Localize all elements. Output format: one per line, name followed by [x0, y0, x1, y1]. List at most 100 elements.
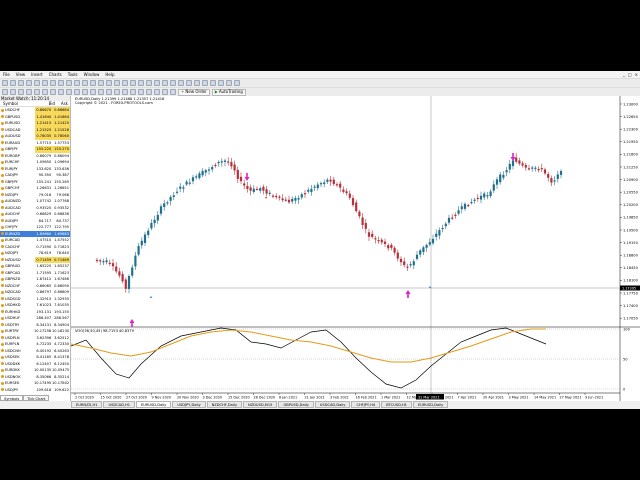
chart-area[interactable]: 1.23000 1.22650 1.22300 1.21950 1.21600 1.212… — [70, 96, 640, 401]
chart-tab[interactable]: NZDCHF,Daily — [206, 401, 243, 408]
market-watch-row[interactable]: GBPNZD 1.67412 1.67466 — [0, 276, 70, 283]
toolbar-icon[interactable] — [218, 80, 224, 86]
toolbar-icon[interactable] — [34, 80, 40, 86]
toolbar-icon[interactable] — [74, 80, 80, 86]
market-watch-row[interactable]: EURNZD 1.69660 1.69683 — [0, 230, 70, 237]
market-watch-row[interactable]: NZDUSD 0.71459 0.71469 — [0, 256, 70, 263]
toolbar-icon[interactable] — [90, 80, 96, 86]
market-watch-row[interactable]: USDCAD 1.21525 1.21528 — [0, 126, 70, 133]
toolbar-icon[interactable] — [66, 89, 72, 95]
chart-tab[interactable]: USDCAD,H1 — [103, 401, 135, 408]
toolbar-icon[interactable] — [98, 80, 104, 86]
market-watch-row[interactable]: NZDCHF 0.66065 0.66090 — [0, 283, 70, 290]
market-watch-row[interactable]: CADJPY 90.350 90.387 — [0, 172, 70, 179]
market-watch-row[interactable]: EURPLN 4.72235 4.72330 — [0, 341, 70, 348]
menu-view[interactable]: View — [15, 72, 26, 77]
toolbar-icon[interactable] — [26, 89, 32, 95]
market-watch-row[interactable]: GBPUSD 1.41640 1.41664 — [0, 113, 70, 120]
toolbar-icon[interactable] — [10, 80, 16, 86]
toolbar-icon[interactable] — [162, 89, 168, 95]
market-watch-row[interactable]: EURCHF 1.09650 1.09694 — [0, 159, 70, 166]
chart-tab[interactable]: EURUSD,Daily — [412, 401, 449, 408]
market-watch-row[interactable]: NZDJPY 78.619 78.640 — [0, 250, 70, 257]
market-watch-row[interactable]: GBPJPY 155.241 155.265 — [0, 179, 70, 186]
toolbar-icon[interactable] — [170, 80, 176, 86]
market-watch-row[interactable]: EURHKD 193.131 193.155 — [0, 309, 70, 316]
toolbar-icon[interactable] — [50, 89, 56, 95]
market-watch-row[interactable]: CADCHF 0.71590 0.71623 — [0, 244, 70, 251]
toolbar-icon[interactable] — [234, 80, 240, 86]
toolbar-icon[interactable] — [82, 89, 88, 95]
market-watch-row[interactable]: AUDNZD 1.07742 1.07768 — [0, 198, 70, 205]
market-watch-row[interactable]: USDHKD 7.61023 7.61035 — [0, 302, 70, 309]
market-watch-row[interactable]: GBPCHF 1.26631 1.26651 — [0, 185, 70, 192]
market-watch-row[interactable]: GBPCAD 1.71595 1.71623 — [0, 270, 70, 277]
toolbar-icon[interactable] — [90, 89, 96, 95]
chart-tab[interactable]: EURNZD,H1 — [71, 401, 103, 408]
toolbar-icon[interactable] — [74, 89, 80, 95]
market-watch-row[interactable]: AUDUSD 0.78035 0.78060 — [0, 133, 70, 140]
market-watch-row[interactable]: USDPLN 3.62396 3.62512 — [0, 335, 70, 342]
market-watch-row[interactable]: EURGBP 0.86079 0.86094 — [0, 153, 70, 160]
chart-tab[interactable]: CHFJPY,H4 — [351, 401, 381, 408]
toolbar-icon[interactable] — [114, 80, 120, 86]
market-watch-row[interactable]: USDCHF 0.86670 0.86684 — [0, 107, 70, 114]
toolbar-icon[interactable] — [2, 89, 8, 95]
toolbar-icon[interactable] — [186, 80, 192, 86]
toolbar-icon[interactable] — [178, 80, 184, 86]
market-watch-row[interactable]: USDSEK 8.41165 8.41378 — [0, 354, 70, 361]
price-chart[interactable]: 1.23000 1.22650 1.22300 1.21950 1.21600 1.212… — [70, 96, 640, 401]
market-watch-row[interactable]: EURJPY 133.620 133.636 — [0, 166, 70, 173]
toolbar-icon[interactable] — [98, 89, 104, 95]
toolbar-icon[interactable] — [122, 80, 128, 86]
toolbar-icon[interactable] — [2, 80, 8, 86]
toolbar-icon[interactable] — [106, 89, 112, 95]
toolbar-icon[interactable] — [162, 80, 168, 86]
toolbar-icon[interactable] — [226, 80, 232, 86]
market-watch-row[interactable]: EURDKK 10.00135 10.05475 — [0, 367, 70, 374]
toolbar-icon[interactable] — [146, 89, 152, 95]
toolbar-icon[interactable] — [122, 89, 128, 95]
market-watch-row[interactable]: USDDKK 6.12407 6.12450 — [0, 361, 70, 368]
market-watch-row[interactable]: USDHUF 288.407 288.567 — [0, 315, 70, 322]
toolbar-icon[interactable] — [154, 80, 160, 86]
chart-tab[interactable]: EURUSD,Daily — [136, 401, 172, 408]
menu-file[interactable]: File — [3, 72, 10, 77]
toolbar-icon[interactable] — [82, 80, 88, 86]
market-watch-row[interactable]: AUDCHF 0.66829 0.66836 — [0, 211, 70, 218]
toolbar-icon[interactable] — [170, 89, 176, 95]
market-watch-row[interactable]: GBPAUD 1.65220 1.65237 — [0, 263, 70, 270]
market-watch-row[interactable]: EURSEK 10.17490 10.17802 — [0, 380, 70, 387]
toolbar-icon[interactable] — [146, 80, 152, 86]
chart-tab[interactable]: USDJPY,Daily — [172, 401, 206, 408]
tab-symbols[interactable]: Symbols — [0, 395, 24, 401]
toolbar-icon[interactable] — [210, 80, 216, 86]
market-watch-row[interactable]: USDCNH 6.40192 6.40263 — [0, 348, 70, 355]
toolbar-icon[interactable] — [42, 89, 48, 95]
chart-tab[interactable]: USDCAD,Daily — [314, 401, 351, 408]
chart-tab[interactable]: NZDUSD,M15 — [243, 401, 278, 408]
market-watch-row[interactable]: EURAUD 1.57715 1.57753 — [0, 140, 70, 147]
market-watch-row[interactable]: NZDJPY 79.016 79.068 — [0, 192, 70, 199]
market-watch-row[interactable]: AUDJPY 84.717 84.737 — [0, 218, 70, 225]
menu-charts[interactable]: Charts — [48, 72, 62, 77]
new-order-button[interactable]: + New Order — [178, 88, 210, 96]
col-symbol[interactable]: Symbol — [3, 101, 18, 106]
market-watch-row[interactable]: USDJPY 109.618 109.622 — [0, 387, 70, 394]
toolbar-icon[interactable] — [130, 80, 136, 86]
market-watch-row[interactable]: AUDCAD 0.93520 0.93532 — [0, 205, 70, 212]
toolbar-icon[interactable] — [202, 80, 208, 86]
toolbar-icon[interactable] — [154, 89, 160, 95]
toolbar-icon[interactable] — [18, 80, 24, 86]
menu-tools[interactable]: Tools — [67, 72, 78, 77]
market-watch-row[interactable]: CHFJPY 122.777 122.795 — [0, 224, 70, 231]
toolbar-icon[interactable] — [42, 80, 48, 86]
market-watch-row[interactable]: NZDCAD 0.86797 0.86809 — [0, 289, 70, 296]
market-watch-row[interactable]: EURUSD 1.21415 1.21425 — [0, 120, 70, 127]
chart-tab[interactable]: BTCUSD,H1 — [381, 401, 412, 408]
toolbar-icon[interactable] — [194, 80, 200, 86]
toolbar-icon[interactable] — [114, 89, 120, 95]
col-ask[interactable]: Ask — [60, 101, 68, 106]
toolbar-icon[interactable] — [50, 80, 56, 86]
toolbar-icon[interactable] — [10, 89, 16, 95]
